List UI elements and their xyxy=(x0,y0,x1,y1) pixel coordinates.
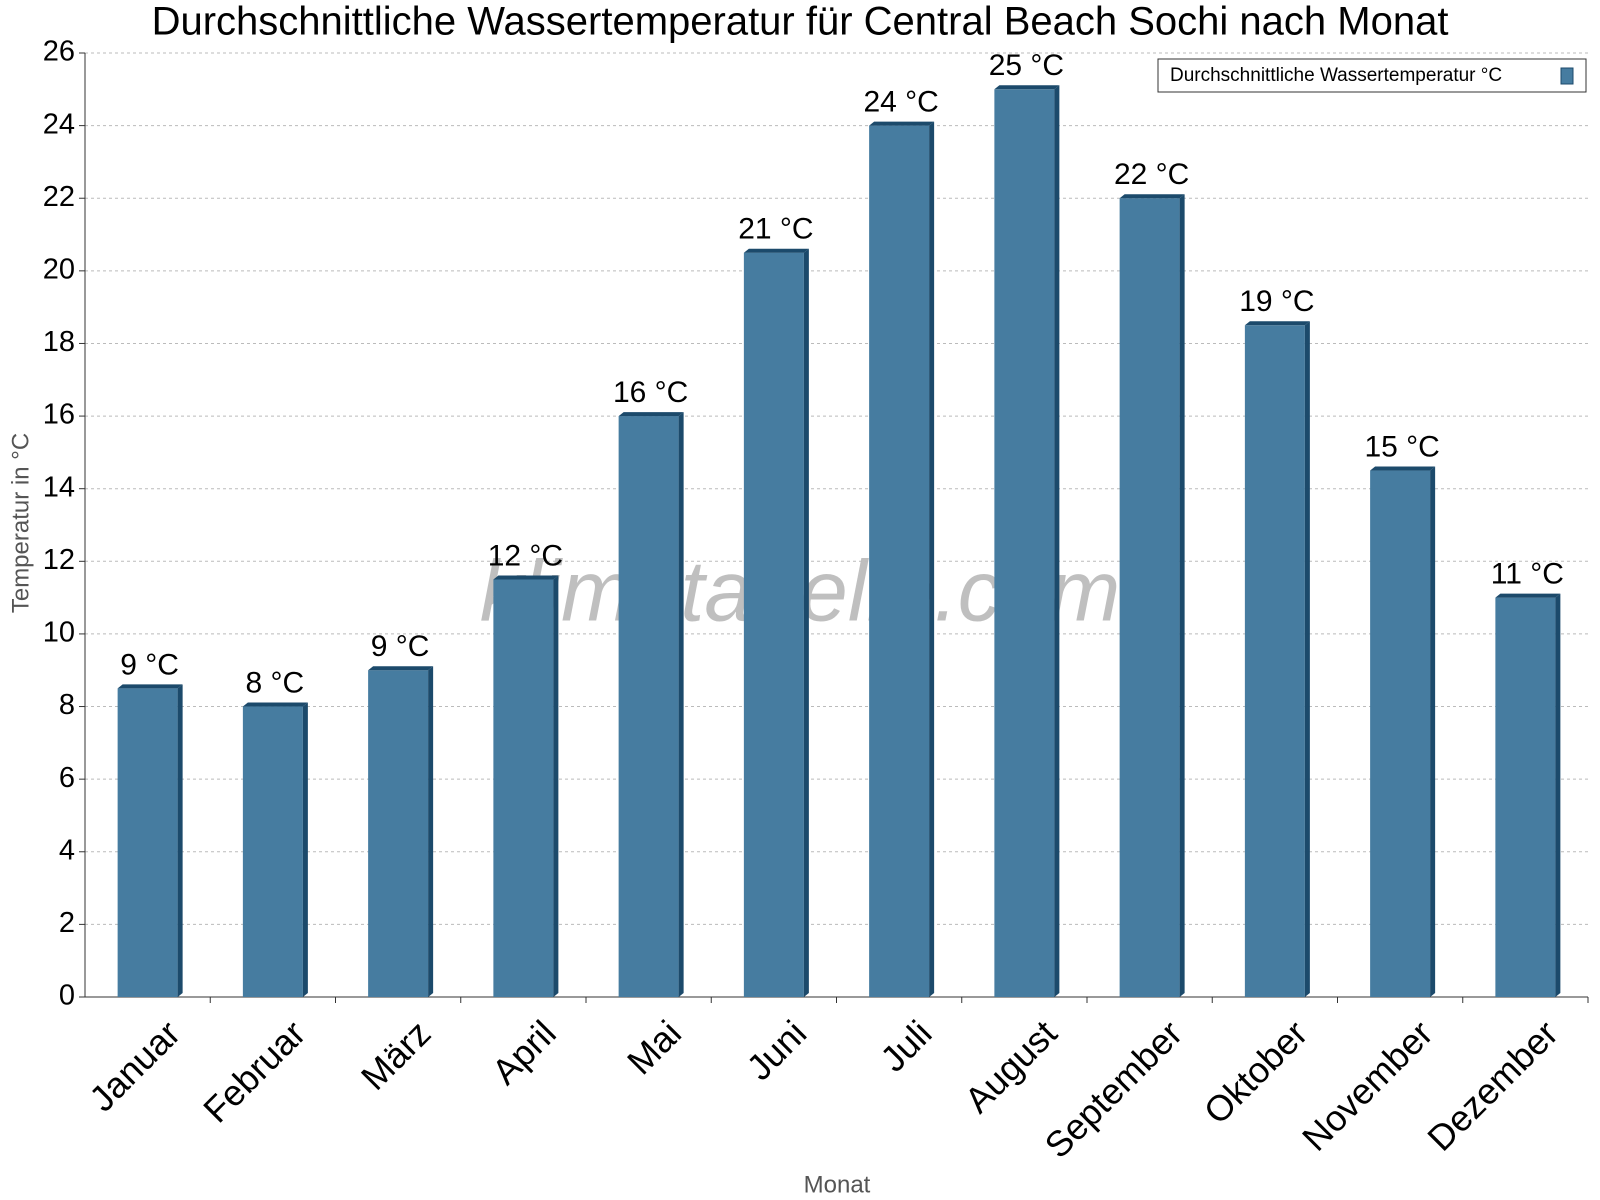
bar xyxy=(994,89,1055,998)
bar xyxy=(242,706,303,997)
x-tick-label: Oktober xyxy=(1196,1012,1316,1132)
y-tick-label: 4 xyxy=(59,834,75,866)
bar xyxy=(618,416,679,998)
x-tick-label: Juli xyxy=(872,1012,939,1079)
value-label: 21 °C xyxy=(738,213,813,246)
x-axis-label: Monat xyxy=(804,1171,871,1198)
bar-side xyxy=(553,575,559,997)
bar-side xyxy=(929,121,935,998)
value-label: 24 °C xyxy=(863,86,938,119)
y-tick-label: 18 xyxy=(43,326,75,358)
legend-box xyxy=(1157,58,1587,93)
bar-side xyxy=(803,248,809,997)
bar xyxy=(493,579,554,997)
legend-swatch xyxy=(1560,67,1574,85)
bar xyxy=(743,252,804,997)
bar-side xyxy=(428,666,434,997)
value-label: 8 °C xyxy=(246,666,305,699)
bar xyxy=(869,125,930,998)
bar-side xyxy=(177,684,183,997)
bar-side xyxy=(302,702,308,997)
y-tick-label: 16 xyxy=(43,399,75,431)
bar-side xyxy=(1430,466,1436,997)
bar-top xyxy=(1244,321,1310,326)
x-tick-label: Januar xyxy=(81,1012,188,1119)
bar-top xyxy=(242,702,308,707)
y-tick-label: 22 xyxy=(43,181,75,213)
value-label: 25 °C xyxy=(989,49,1064,82)
bar-top xyxy=(368,666,434,671)
value-label: 12 °C xyxy=(488,539,563,572)
value-label: 16 °C xyxy=(613,376,688,409)
bar-top xyxy=(1495,593,1561,598)
x-tick-label: Mai xyxy=(619,1012,689,1082)
bar xyxy=(117,688,178,997)
bar-top xyxy=(493,575,559,580)
chart-title: Durchschnittliche Wassertemperatur für C… xyxy=(152,0,1449,44)
y-tick-label: 26 xyxy=(43,36,75,68)
bar-top xyxy=(869,121,935,126)
value-label: 19 °C xyxy=(1239,285,1314,318)
y-axis-label: Temperatur in °C xyxy=(7,433,34,613)
bar-top xyxy=(994,85,1060,90)
x-tick-label: Februar xyxy=(195,1012,313,1130)
value-label: 11 °C xyxy=(1491,558,1564,591)
y-tick-label: 10 xyxy=(43,617,75,649)
y-tick-label: 12 xyxy=(43,544,75,576)
y-tick-label: 8 xyxy=(59,689,75,721)
bar xyxy=(1244,325,1305,997)
x-tick-label: Dezember xyxy=(1419,1012,1565,1158)
bar-side xyxy=(1555,593,1561,997)
bar-side xyxy=(1054,85,1060,998)
legend: Durchschnittliche Wassertemperatur °C xyxy=(1157,58,1587,93)
bar-top xyxy=(618,412,684,417)
value-label: 9 °C xyxy=(120,648,179,681)
x-tick-label: März xyxy=(353,1012,439,1098)
y-tick-label: 24 xyxy=(43,108,75,140)
y-tick-label: 2 xyxy=(59,907,75,939)
y-tick-label: 0 xyxy=(59,980,75,1012)
value-label: 9 °C xyxy=(371,630,430,663)
value-label: 22 °C xyxy=(1114,158,1189,191)
bar-top xyxy=(1119,194,1185,199)
bar-top xyxy=(743,248,809,253)
x-tick-label: September xyxy=(1036,1012,1190,1166)
x-tick-label: April xyxy=(484,1012,564,1092)
y-tick-label: 20 xyxy=(43,254,75,286)
x-tick-label: August xyxy=(957,1012,1065,1120)
legend-label: Durchschnittliche Wassertemperatur °C xyxy=(1170,65,1502,86)
bar-top xyxy=(1370,466,1436,471)
bar xyxy=(1119,198,1180,997)
bar-side xyxy=(678,412,684,998)
bar-side xyxy=(1179,194,1185,997)
y-tick-label: 14 xyxy=(43,471,75,503)
bar xyxy=(368,670,429,997)
bar xyxy=(1370,470,1431,997)
x-tick-label: November xyxy=(1294,1012,1440,1158)
bar-top xyxy=(117,684,183,689)
x-tick-label: Juni xyxy=(739,1012,815,1088)
y-tick-label: 6 xyxy=(59,762,75,794)
bar xyxy=(1495,597,1556,997)
bar-side xyxy=(1304,321,1310,997)
value-label: 15 °C xyxy=(1364,430,1439,463)
